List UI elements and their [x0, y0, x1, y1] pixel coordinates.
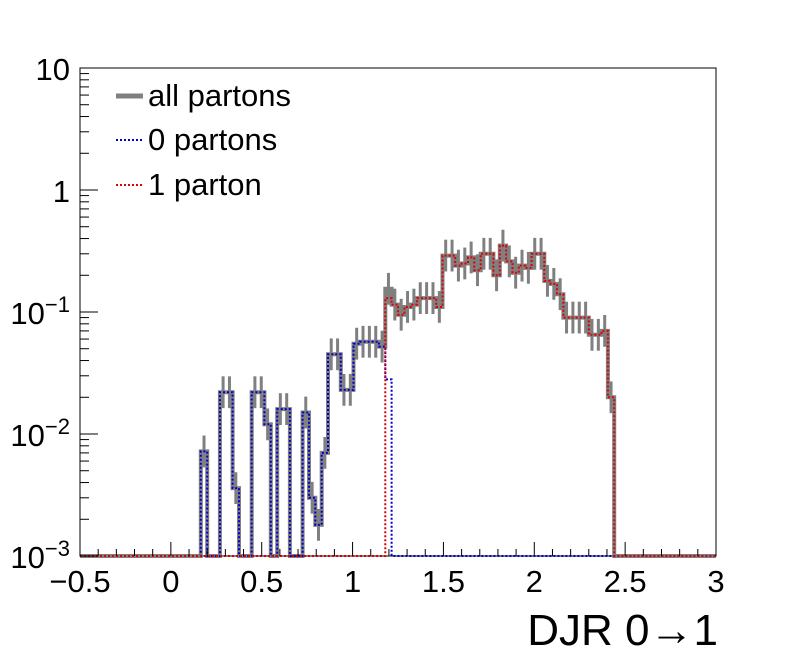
- legend-label-all-partons: all partons: [148, 78, 291, 113]
- series-layer: [80, 229, 716, 558]
- legend-label-1-parton: 1 parton: [148, 167, 262, 202]
- x-tick-label: 2.5: [604, 564, 647, 599]
- y-tick-label: 10−1: [10, 292, 70, 331]
- series-all-partons: [80, 243, 716, 558]
- series-0-partons: [80, 340, 716, 557]
- x-tick-label: 2: [526, 564, 543, 599]
- axis-layer: −0.5 0 0.5 1 1.5 2 2.5 3 10 1 10−1 10−2 10−3: [10, 52, 724, 599]
- y-tick-label: 10−3: [10, 536, 70, 575]
- legend-label-0-partons: 0 partons: [148, 122, 277, 157]
- x-tick-label: 0: [162, 564, 179, 599]
- x-tick-label: 1.5: [422, 564, 465, 599]
- x-tick-label: 1: [344, 564, 361, 599]
- series-1-parton: [80, 244, 716, 557]
- y-tick-label: 10−2: [10, 414, 70, 453]
- legend: all partons 0 partons 1 parton: [116, 78, 291, 202]
- y-tick-label: 1: [53, 174, 70, 209]
- x-tick-label: −0.5: [49, 564, 110, 599]
- y-tick-label: 10: [36, 52, 70, 87]
- x-tick-label: 3: [707, 564, 724, 599]
- x-tick-label: 0.5: [240, 564, 283, 599]
- x-axis-title: DJR 0→1: [527, 606, 718, 655]
